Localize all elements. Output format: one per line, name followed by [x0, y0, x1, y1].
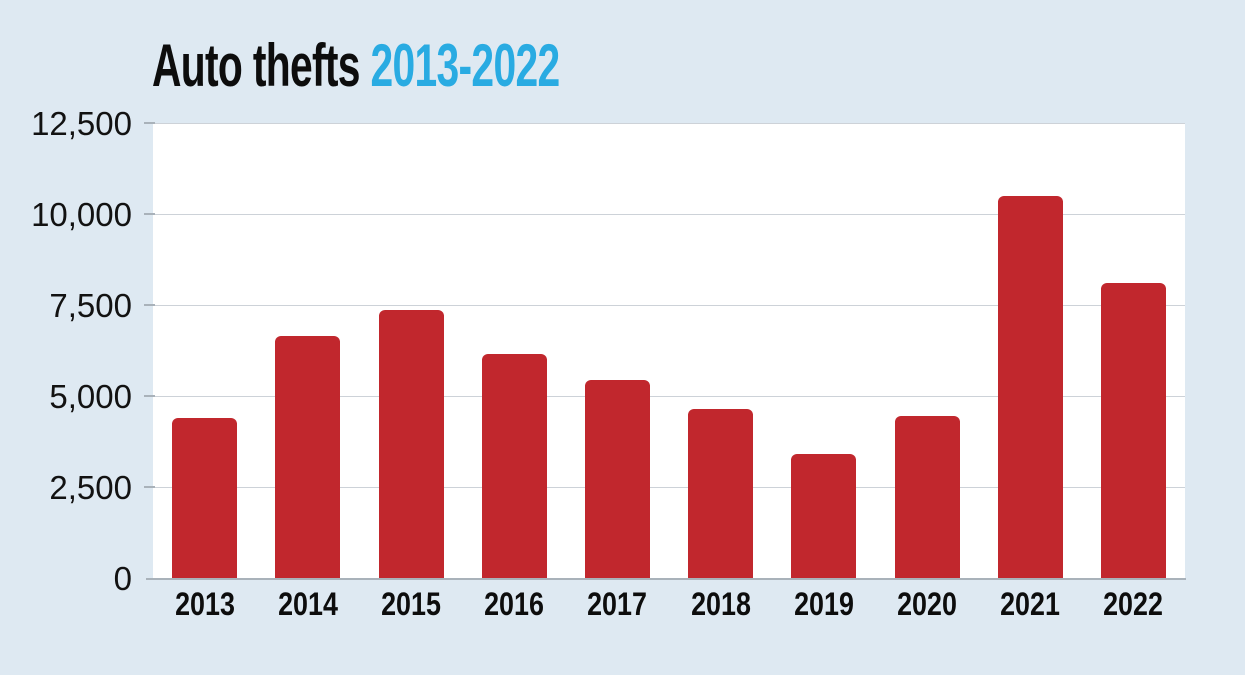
y-tick-mark-5000 — [144, 395, 155, 397]
x-label-2018: 2018 — [690, 586, 751, 622]
y-tick-label-5000: 5,000 — [49, 378, 132, 415]
bar-series — [153, 123, 1185, 578]
x-label-2017: 2017 — [587, 586, 648, 622]
bar-2018 — [688, 408, 754, 578]
bar-slot-2016 — [463, 123, 566, 578]
x-label-2014: 2014 — [277, 586, 338, 622]
y-tick-label-12500: 12,500 — [31, 105, 132, 142]
x-label-2019: 2019 — [793, 586, 854, 622]
y-tick-label-7500: 7,500 — [49, 287, 132, 324]
bar-2019 — [791, 454, 857, 578]
y-tick-mark-10000 — [144, 213, 155, 215]
x-label-2022: 2022 — [1103, 586, 1164, 622]
bar-2022 — [1100, 283, 1166, 578]
x-label-2015: 2015 — [381, 586, 441, 622]
bar-slot-2015 — [359, 123, 462, 578]
chart-title: Auto thefts 2013-2022 — [152, 36, 560, 96]
y-tick-mark-2500 — [144, 486, 155, 488]
x-label-2013: 2013 — [174, 586, 235, 622]
x-axis-line — [146, 578, 1186, 580]
x-label-2021: 2021 — [1000, 586, 1061, 622]
bar-2020 — [894, 416, 960, 578]
bar-2015 — [378, 310, 444, 578]
bar-2014 — [275, 335, 341, 578]
gridline-12500 — [153, 123, 1185, 124]
bar-slot-2020 — [875, 123, 978, 578]
x-label-2016: 2016 — [484, 586, 545, 622]
chart-title-main: Auto thefts — [152, 32, 361, 99]
bar-slot-2021 — [979, 123, 1082, 578]
y-tick-mark-7500 — [144, 304, 155, 306]
bar-slot-2013 — [153, 123, 256, 578]
gridline-2500 — [153, 487, 1185, 488]
bar-slot-2019 — [772, 123, 875, 578]
bar-2017 — [584, 379, 650, 578]
chart-title-range: 2013-2022 — [370, 32, 560, 99]
gridline-10000 — [153, 214, 1185, 215]
bar-2021 — [997, 195, 1063, 578]
bar-slot-2017 — [566, 123, 669, 578]
plot-area — [153, 123, 1185, 578]
bar-slot-2018 — [669, 123, 772, 578]
bar-slot-2022 — [1082, 123, 1185, 578]
x-label-2020: 2020 — [897, 586, 957, 622]
bar-2013 — [172, 417, 238, 578]
y-tick-label-0: 0 — [113, 560, 132, 597]
y-tick-label-10000: 10,000 — [31, 196, 132, 233]
bar-slot-2014 — [256, 123, 359, 578]
bar-2016 — [481, 354, 547, 578]
gridline-5000 — [153, 396, 1185, 397]
y-tick-label-2500: 2,500 — [49, 469, 132, 506]
y-tick-mark-12500 — [144, 122, 155, 124]
gridline-7500 — [153, 305, 1185, 306]
